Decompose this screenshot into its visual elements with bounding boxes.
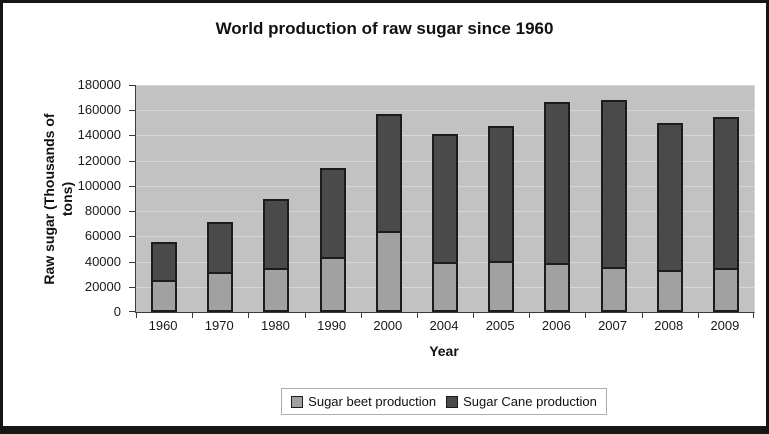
bar-segment-cane-1960 — [151, 242, 178, 282]
y-tick-mark-160000 — [129, 110, 135, 112]
y-tick-label-60000: 60000 — [84, 228, 121, 244]
x-tick-mark-8 — [585, 313, 587, 318]
x-tick-mark-9 — [641, 313, 643, 318]
chart-title: World production of raw sugar since 1960 — [215, 19, 554, 38]
x-tick-mark-6 — [473, 313, 475, 318]
y-tick-mark-60000 — [129, 236, 135, 238]
x-tick-label-1970: 1970 — [204, 318, 234, 333]
bar-segment-cane-1990 — [319, 168, 346, 259]
bar-segment-beet-2007 — [600, 269, 627, 312]
x-tick-label-1980: 1980 — [260, 318, 290, 333]
x-tick-label-2004: 2004 — [429, 318, 459, 333]
legend-item-sugar-beet: Sugar beet production — [291, 394, 436, 409]
bar-segment-cane-2000 — [375, 114, 402, 233]
bar-segment-beet-1980 — [263, 270, 290, 312]
x-tick-label-2008: 2008 — [654, 318, 684, 333]
legend-label-sugar-cane: Sugar Cane production — [463, 394, 597, 409]
y-tick-label-120000: 120000 — [77, 152, 121, 168]
bar-segment-cane-2006 — [544, 102, 571, 265]
y-tick-mark-80000 — [129, 211, 135, 213]
legend-row: Sugar beet production Sugar Cane product… — [135, 388, 753, 415]
gridline-180000 — [136, 85, 754, 86]
x-tick-mark-11 — [753, 313, 754, 318]
y-tick-label-140000: 140000 — [77, 127, 121, 143]
x-tick-mark-2 — [248, 313, 250, 318]
bar-segment-beet-2008 — [656, 272, 683, 312]
x-axis-title: Year — [429, 343, 459, 359]
x-axis-tick-labels: 1960 1970 1980 1990 2000 2004 2005 2006 2007 2008… — [135, 318, 753, 336]
x-tick-label-1960: 1960 — [148, 318, 178, 333]
y-tick-label-20000: 20000 — [84, 278, 121, 294]
bar-segment-cane-2009 — [712, 117, 739, 270]
y-tick-label-100000: 100000 — [77, 177, 121, 193]
bar-segment-cane-2004 — [432, 134, 458, 264]
y-tick-label-160000: 160000 — [77, 102, 121, 118]
y-tick-label-0: 0 — [113, 304, 121, 319]
bar-segment-beet-2000 — [375, 233, 402, 312]
x-tick-mark-7 — [529, 313, 531, 318]
x-tick-mark-1 — [192, 313, 194, 318]
y-tick-label-180000: 180000 — [77, 77, 121, 92]
legend-label-sugar-beet: Sugar beet production — [308, 394, 437, 409]
legend-item-sugar-cane: Sugar Cane production — [446, 394, 597, 409]
x-tick-label-2006: 2006 — [541, 318, 571, 333]
gridline-160000 — [136, 110, 754, 112]
y-tick-mark-40000 — [129, 261, 135, 263]
x-tick-label-2007: 2007 — [598, 318, 627, 333]
y-tick-mark-0 — [129, 311, 135, 312]
legend: Sugar beet production Sugar Cane product… — [281, 388, 607, 415]
y-tick-mark-120000 — [129, 160, 135, 162]
y-tick-label-40000: 40000 — [84, 253, 121, 269]
y-tick-mark-140000 — [129, 135, 135, 137]
bar-segment-cane-2008 — [656, 123, 683, 272]
bar-segment-cane-1980 — [263, 199, 290, 270]
y-axis-tick-labels: 0 20000 40000 60000 80000 100000 120000 140000 1… — [3, 77, 128, 319]
bar-segment-beet-2009 — [712, 270, 739, 312]
x-tick-label-2005: 2005 — [485, 318, 515, 333]
y-tick-mark-100000 — [129, 185, 135, 187]
bar-segment-cane-2007 — [600, 100, 627, 269]
x-tick-label-1990: 1990 — [317, 318, 347, 333]
bar-segment-beet-1960 — [151, 282, 178, 312]
x-tick-mark-3 — [304, 313, 306, 318]
plot-area — [129, 85, 755, 318]
x-tick-mark-4 — [360, 313, 362, 318]
bar-segment-beet-1990 — [319, 259, 346, 312]
x-tick-label-2009: 2009 — [710, 318, 740, 333]
y-tick-mark-20000 — [129, 286, 135, 288]
bar-segment-cane-1970 — [207, 222, 234, 274]
bar-segment-beet-2005 — [488, 263, 515, 312]
bar-segment-beet-1970 — [207, 274, 234, 312]
sugar-cane-swatch-icon — [446, 395, 459, 408]
bar-segment-beet-2006 — [544, 265, 571, 312]
x-tick-mark-10 — [697, 313, 699, 318]
x-tick-mark-0 — [136, 313, 137, 318]
x-tick-mark-5 — [416, 313, 418, 318]
bar-segment-beet-2004 — [432, 264, 458, 312]
sugar-beet-swatch-icon — [291, 395, 304, 408]
y-tick-mark-180000 — [129, 85, 135, 86]
bar-segment-cane-2005 — [488, 126, 515, 263]
y-tick-label-80000: 80000 — [84, 203, 121, 219]
x-tick-label-2000: 2000 — [373, 318, 403, 333]
